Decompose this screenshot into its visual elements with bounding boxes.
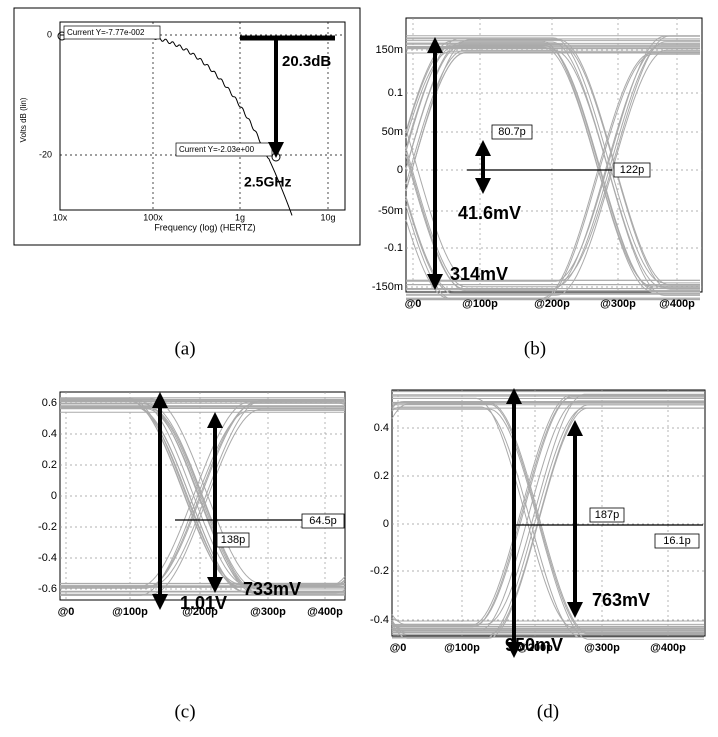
annotation: 16.1p [663, 535, 691, 547]
x-tick-label: 100x [143, 212, 163, 222]
x-tick-label: 10g [320, 212, 335, 222]
x-tick-label: @200p [534, 298, 570, 310]
eye-trace [391, 403, 704, 635]
eye-trace [60, 403, 345, 590]
caption: (d) [537, 701, 559, 722]
y-tick-label: 0.2 [374, 470, 389, 482]
x-tick-label: @400p [650, 642, 686, 654]
eye-traces [60, 397, 346, 596]
y-tick-label: -50m [378, 205, 403, 217]
annotation: 763mV [592, 590, 650, 610]
annotation: 187p [595, 509, 619, 521]
eye-trace [405, 219, 700, 299]
y-axis-label: Volts dB (lin) [19, 97, 28, 142]
eye-trace [391, 406, 704, 638]
annotation-box [491, 124, 533, 140]
y-tick-label: 0 [47, 29, 52, 39]
caption: (c) [174, 701, 195, 722]
x-tick-label: @300p [250, 606, 286, 618]
eye-trace [391, 621, 704, 632]
plot-area [59, 21, 346, 211]
eye-trace [392, 408, 704, 640]
annotation: 950mV [505, 635, 563, 655]
x-tick-label: @0 [390, 642, 407, 654]
y-tick-label: 0 [397, 164, 403, 176]
y-tick-label: -0.2 [38, 521, 57, 533]
x-tick-label: @400p [307, 606, 343, 618]
annotation: 122p [620, 164, 644, 176]
annotation-box [589, 507, 625, 523]
x-tick-label: @200p [182, 606, 218, 618]
y-tick-label: -20 [39, 149, 52, 159]
y-tick-label: -0.4 [38, 552, 57, 564]
x-tick-label: 1g [235, 212, 245, 222]
annotation: 314mV [450, 264, 508, 284]
y-tick-label: 0 [51, 490, 57, 502]
x-axis-label: Frequency (log) (HERTZ) [154, 222, 255, 232]
annotation: 733mV [243, 579, 301, 599]
eye-trace [405, 49, 700, 296]
annotation: 41.6mV [458, 203, 521, 223]
annotation: 64.5p [309, 515, 337, 527]
x-tick-label: @0 [405, 298, 422, 310]
eye-trace [406, 37, 700, 284]
x-tick-label: @100p [462, 298, 498, 310]
y-tick-label: 0.6 [42, 397, 57, 409]
y-tick-label: 150m [375, 44, 403, 56]
x-tick-label: @300p [600, 298, 636, 310]
annotation: 2.5GHz [244, 174, 291, 190]
annotation-box [301, 513, 345, 529]
y-tick-label: -150m [372, 281, 403, 293]
eye-trace [391, 617, 704, 622]
y-tick-label: 0 [383, 518, 389, 530]
eye-trace [60, 408, 345, 595]
eye-trace [406, 49, 700, 296]
eye-traces [391, 390, 704, 640]
annotation-box [216, 532, 250, 548]
annotation: 20.3dB [282, 53, 331, 70]
annotation-box [613, 162, 651, 178]
y-tick-label: -0.1 [384, 242, 403, 254]
eye-trace [406, 42, 700, 289]
annotation: Current Y=-7.77e-002 [67, 28, 145, 37]
eye-trace [60, 402, 346, 406]
y-tick-label: 0.4 [374, 422, 389, 434]
eye-trace [391, 401, 704, 409]
y-tick-label: 0.4 [42, 428, 57, 440]
y-tick-label: 50m [382, 126, 403, 138]
y-tick-label: -0.4 [370, 614, 389, 626]
x-tick-label: @200p [517, 642, 553, 654]
x-tick-label: @400p [659, 298, 695, 310]
eye-trace [406, 46, 700, 293]
annotation: 1.01V [180, 593, 227, 613]
x-tick-label: 10x [53, 212, 68, 222]
y-tick-label: 0.1 [388, 87, 403, 99]
eye-trace [406, 44, 700, 291]
x-tick-label: @0 [58, 606, 75, 618]
annotation: 138p [221, 534, 245, 546]
caption: (b) [524, 338, 546, 359]
x-tick-label: @300p [584, 642, 620, 654]
eye-trace [405, 39, 700, 286]
eye-traces [405, 35, 700, 301]
y-tick-label: -0.2 [370, 565, 389, 577]
x-tick-label: @100p [444, 642, 480, 654]
eye-trace [405, 156, 700, 290]
eye-trace [405, 199, 700, 294]
eye-trace [405, 52, 700, 191]
y-tick-label: -0.6 [38, 583, 57, 595]
caption: (a) [174, 338, 195, 359]
annotation: 80.7p [498, 126, 526, 138]
eye-trace [392, 394, 704, 626]
y-tick-label: 0.2 [42, 459, 57, 471]
plot-area [405, 17, 703, 293]
annotation: Current Y=-2.03e+00 [179, 145, 255, 154]
annotation-box [654, 533, 700, 549]
x-tick-label: @100p [112, 606, 148, 618]
plot-area [391, 389, 706, 637]
annotation-box [63, 25, 161, 40]
